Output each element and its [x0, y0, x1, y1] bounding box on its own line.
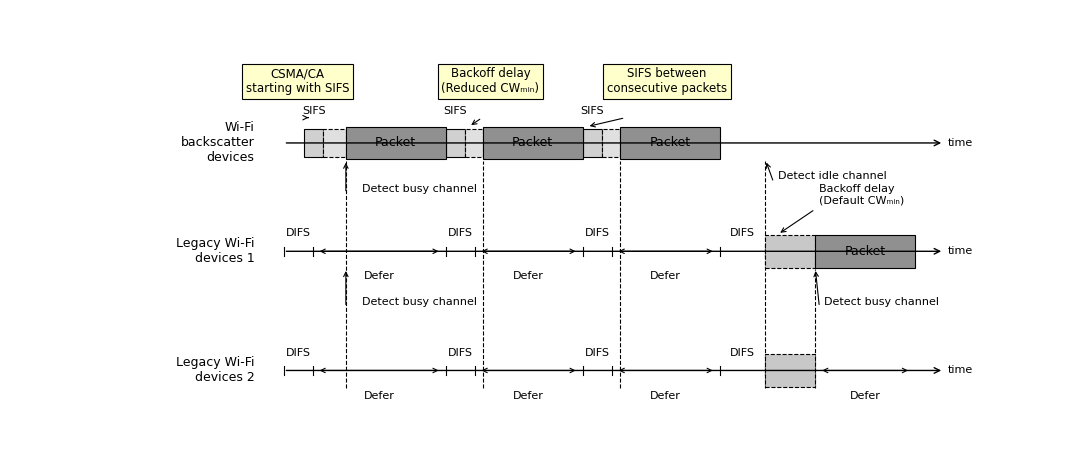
Bar [601, 129, 620, 157]
Text: Defer: Defer [850, 391, 880, 401]
Text: Defer: Defer [513, 391, 545, 401]
Bar [620, 127, 719, 159]
Bar [583, 129, 601, 157]
Text: Wi-Fi
backscatter
devices: Wi-Fi backscatter devices [181, 121, 254, 165]
Text: SIFS: SIFS [580, 106, 604, 116]
Text: Backoff delay
(Default CWₘᵢₙ): Backoff delay (Default CWₘᵢₙ) [819, 184, 905, 205]
Text: Backoff delay
(Reduced CWₘᵢₙ): Backoff delay (Reduced CWₘᵢₙ) [442, 67, 539, 95]
Text: Legacy Wi-Fi
devices 2: Legacy Wi-Fi devices 2 [176, 356, 254, 385]
Text: DIFS: DIFS [730, 228, 755, 238]
Bar [482, 127, 583, 159]
Text: DIFS: DIFS [584, 348, 610, 357]
Text: CSMA/CA
starting with SIFS: CSMA/CA starting with SIFS [245, 67, 349, 95]
Text: Defer: Defer [363, 272, 394, 281]
Text: time: time [949, 138, 973, 148]
Text: DIFS: DIFS [285, 228, 311, 238]
Text: time: time [949, 365, 973, 376]
Text: Detect busy channel: Detect busy channel [823, 297, 939, 307]
Text: Defer: Defer [651, 272, 681, 281]
Text: Defer: Defer [513, 272, 545, 281]
Text: Packet: Packet [375, 136, 416, 150]
Text: Detect busy channel: Detect busy channel [362, 183, 477, 194]
Text: Detect busy channel: Detect busy channel [362, 297, 477, 307]
Text: DIFS: DIFS [584, 228, 610, 238]
Text: SIFS: SIFS [444, 106, 467, 116]
Bar [464, 129, 482, 157]
Text: Defer: Defer [363, 391, 394, 401]
Text: Defer: Defer [651, 391, 681, 401]
Text: SIFS: SIFS [302, 106, 326, 116]
Text: DIFS: DIFS [730, 348, 755, 357]
Bar [765, 354, 815, 387]
Bar [815, 235, 915, 267]
Text: time: time [949, 246, 973, 256]
Bar [765, 235, 815, 267]
Bar [324, 129, 346, 157]
Bar [304, 129, 324, 157]
Bar [446, 129, 464, 157]
Text: Packet: Packet [845, 245, 885, 258]
Text: DIFS: DIFS [448, 348, 473, 357]
Text: SIFS between
consecutive packets: SIFS between consecutive packets [607, 67, 727, 95]
Text: Packet: Packet [512, 136, 553, 150]
Text: Legacy Wi-Fi
devices 1: Legacy Wi-Fi devices 1 [176, 237, 254, 265]
Text: Detect idle channel: Detect idle channel [778, 171, 887, 181]
Text: DIFS: DIFS [285, 348, 311, 357]
Bar [346, 127, 446, 159]
Text: Packet: Packet [650, 136, 690, 150]
Text: DIFS: DIFS [448, 228, 473, 238]
